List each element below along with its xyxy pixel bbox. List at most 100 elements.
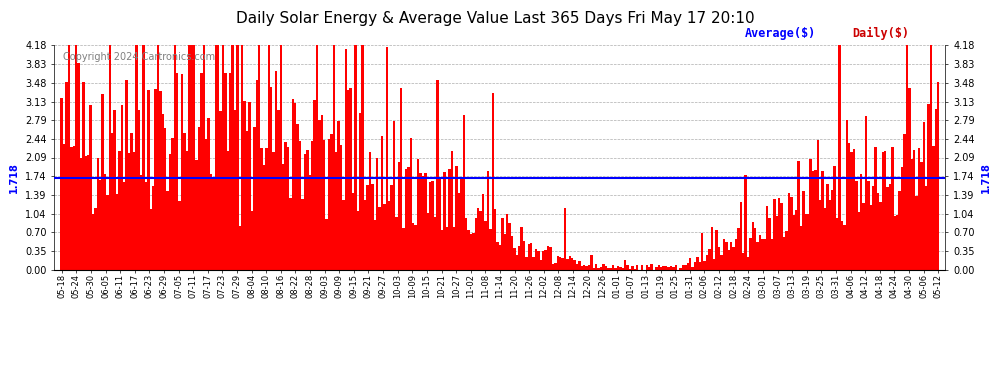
Bar (311, 141, 313, 270)
Bar (270, 87, 272, 270)
Bar (578, 261, 580, 270)
Bar (528, 244, 530, 270)
Bar (118, 152, 121, 270)
Bar (99, 180, 101, 270)
Bar (650, 264, 652, 270)
Bar (730, 242, 733, 270)
Bar (234, 110, 237, 270)
Bar (378, 207, 381, 270)
Bar (472, 233, 474, 270)
Bar (294, 102, 296, 270)
Bar (457, 193, 460, 270)
Bar (648, 267, 650, 270)
Bar (896, 214, 899, 270)
Bar (615, 268, 617, 270)
Bar (598, 268, 600, 270)
Bar (239, 226, 242, 270)
Bar (398, 162, 400, 270)
Bar (850, 152, 852, 270)
Bar (872, 186, 874, 270)
Bar (822, 171, 824, 270)
Bar (164, 128, 166, 270)
Bar (262, 165, 265, 270)
Bar (590, 255, 593, 270)
Bar (860, 174, 862, 270)
Bar (540, 260, 543, 270)
Bar (109, 45, 111, 270)
Bar (106, 195, 109, 270)
Bar (738, 228, 740, 270)
Bar (563, 209, 566, 270)
Bar (795, 210, 797, 270)
Bar (751, 222, 754, 270)
Bar (258, 45, 260, 270)
Bar (361, 45, 364, 270)
Bar (780, 203, 783, 270)
Bar (691, 267, 694, 270)
Bar (585, 266, 588, 270)
Bar (928, 104, 930, 270)
Bar (723, 239, 725, 270)
Bar (687, 263, 689, 270)
Bar (390, 184, 393, 270)
Bar (506, 214, 509, 270)
Bar (556, 256, 559, 270)
Bar (138, 111, 140, 270)
Bar (841, 221, 843, 270)
Bar (665, 266, 667, 270)
Bar (128, 153, 131, 270)
Bar (60, 98, 63, 270)
Bar (383, 204, 385, 270)
Bar (267, 45, 270, 270)
Bar (313, 100, 316, 270)
Bar (161, 114, 164, 270)
Bar (713, 260, 716, 270)
Bar (275, 72, 277, 270)
Bar (733, 247, 735, 270)
Bar (101, 94, 104, 270)
Bar (460, 177, 462, 270)
Bar (123, 182, 126, 270)
Bar (75, 45, 77, 270)
Bar (479, 211, 482, 270)
Bar (523, 240, 526, 270)
Bar (104, 174, 106, 270)
Bar (776, 216, 778, 270)
Bar (839, 45, 841, 270)
Bar (882, 152, 884, 270)
Bar (708, 249, 711, 270)
Bar (80, 158, 82, 270)
Bar (210, 174, 212, 270)
Bar (410, 138, 412, 270)
Bar (543, 251, 545, 270)
Bar (152, 186, 154, 270)
Bar (200, 74, 203, 270)
Bar (511, 236, 513, 270)
Bar (879, 202, 882, 270)
Bar (487, 171, 489, 270)
Bar (354, 45, 356, 270)
Bar (415, 225, 417, 270)
Bar (248, 102, 250, 270)
Bar (744, 175, 746, 270)
Bar (173, 45, 176, 270)
Bar (925, 186, 928, 270)
Bar (347, 90, 349, 270)
Bar (518, 246, 521, 270)
Bar (886, 187, 889, 270)
Bar (516, 255, 518, 270)
Bar (388, 201, 390, 270)
Bar (441, 230, 444, 270)
Bar (716, 230, 718, 270)
Bar (229, 74, 232, 270)
Bar (323, 140, 326, 270)
Bar (220, 111, 222, 270)
Bar (427, 213, 429, 270)
Bar (595, 264, 598, 270)
Bar (453, 226, 455, 270)
Bar (371, 184, 373, 270)
Bar (728, 251, 730, 270)
Bar (227, 151, 229, 270)
Bar (889, 184, 891, 270)
Bar (778, 198, 780, 270)
